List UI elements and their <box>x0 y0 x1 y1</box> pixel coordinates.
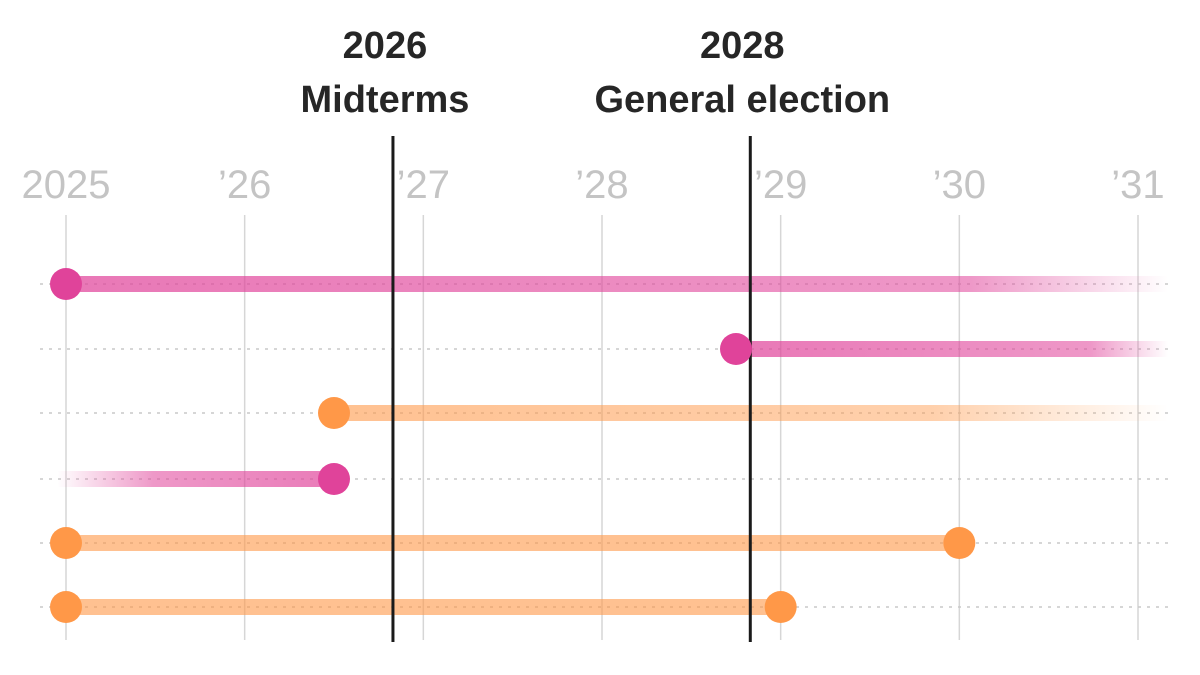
timeline-bar-5 <box>66 535 960 551</box>
event-markers: 2026 Midterms 2028 General election <box>300 25 890 642</box>
x-tick-label: 2025 <box>22 163 111 207</box>
timeline-bar-1 <box>66 276 1168 292</box>
row-guides <box>40 283 1168 608</box>
event-year-label: 2026 <box>343 25 428 67</box>
timeline-bar-2 <box>736 341 1168 357</box>
event-name-label: General election <box>594 79 890 121</box>
start-dot-3 <box>318 397 350 429</box>
end-dot-5 <box>943 527 976 559</box>
timeline-bar-4 <box>57 471 335 487</box>
event-name-label: Midterms <box>300 79 469 121</box>
x-tick-label: ’27 <box>397 163 450 207</box>
start-dot-1 <box>50 268 82 300</box>
x-axis-ticks: 2025 ’26 ’27 ’28 ’29 ’30 ’31 <box>22 163 1165 207</box>
start-dot-6 <box>50 591 82 623</box>
event-year-label: 2028 <box>700 25 785 67</box>
start-dot-5 <box>50 527 82 559</box>
x-tick-label: ’30 <box>933 163 986 207</box>
start-dot-2 <box>720 333 752 365</box>
timeline-bars <box>57 276 1168 615</box>
x-tick-label: ’28 <box>575 163 628 207</box>
x-tick-label: ’31 <box>1111 163 1164 207</box>
timeline-dots <box>50 268 976 623</box>
end-dot-6 <box>764 591 797 623</box>
timeline-bar-6 <box>66 599 781 615</box>
end-dot-4 <box>318 463 350 495</box>
x-tick-label: ’29 <box>754 163 807 207</box>
x-tick-label: ’26 <box>218 163 271 207</box>
